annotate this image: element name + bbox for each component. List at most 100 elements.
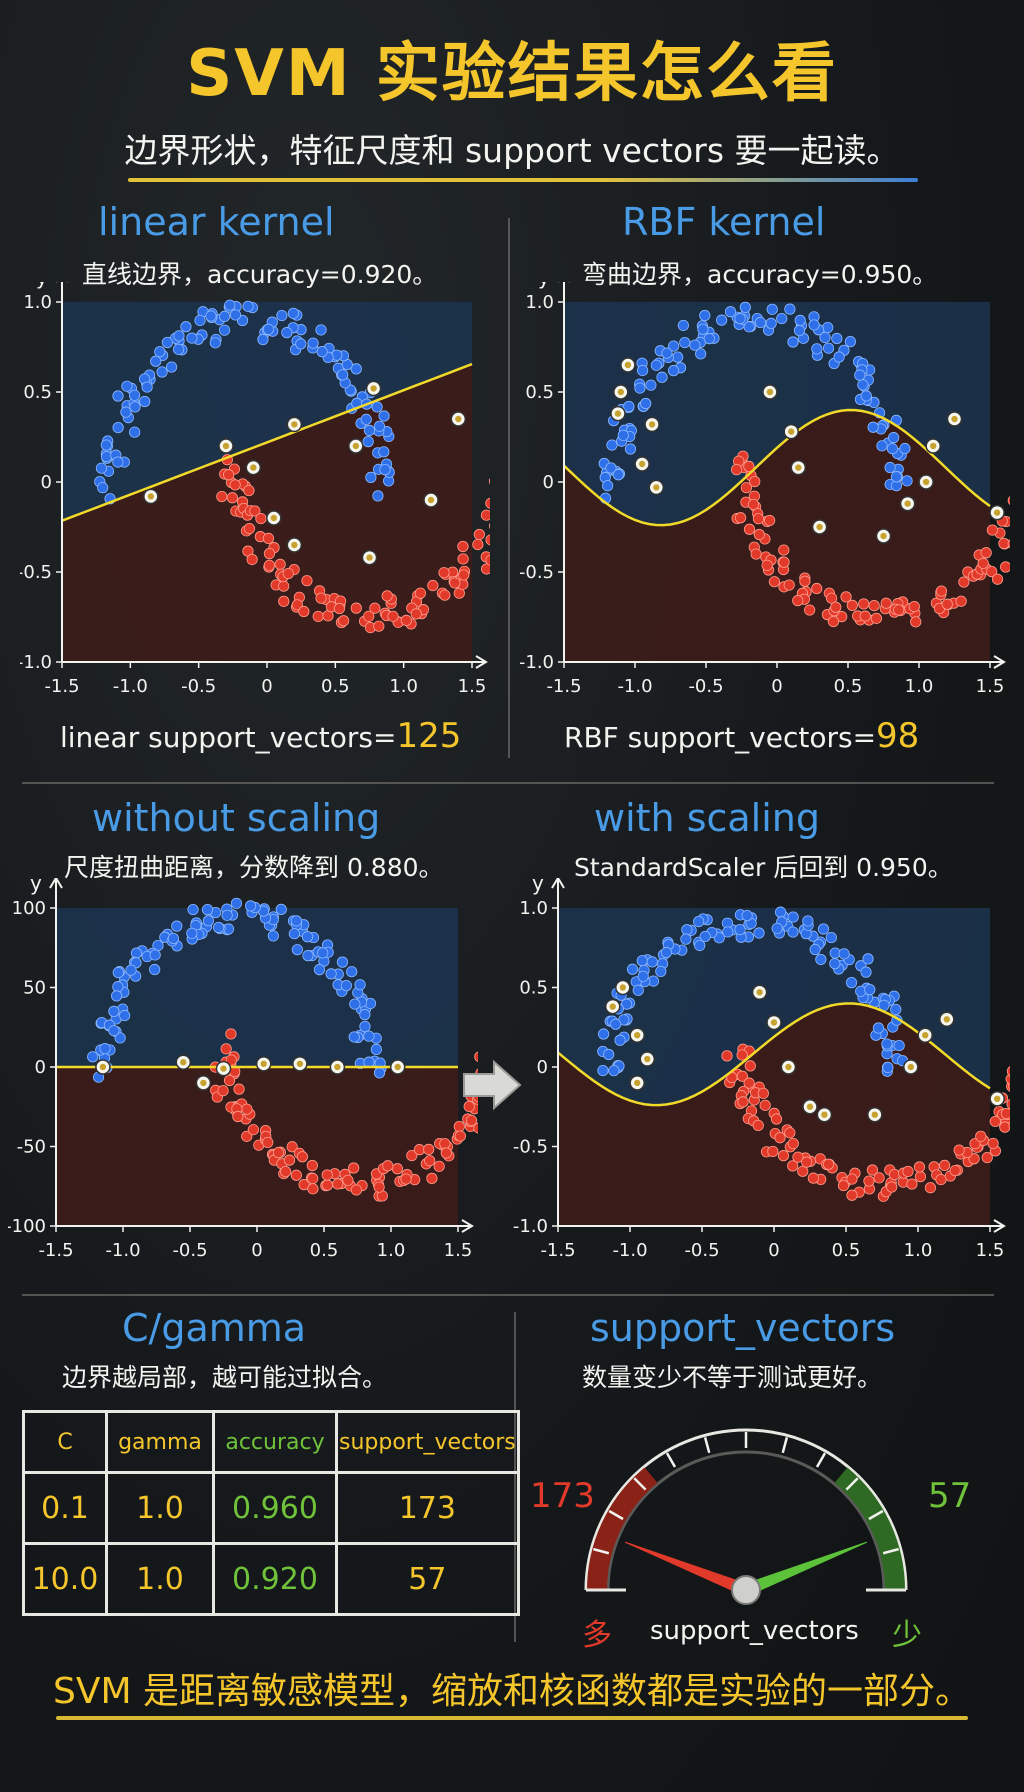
red-point (827, 615, 840, 628)
decision-boundary (61, 362, 473, 522)
red-point (767, 1145, 779, 1158)
blue-point (362, 436, 374, 448)
red-point (1007, 539, 1010, 549)
support-vector-core (930, 442, 937, 450)
blue-point (660, 946, 673, 959)
red-point (799, 575, 811, 587)
blue-point (257, 333, 269, 346)
support-vector-core (296, 1060, 304, 1068)
support-vector-core (816, 523, 823, 531)
blue-point (161, 336, 173, 349)
support-vector-core (788, 428, 795, 435)
red-point (761, 559, 773, 571)
red-point (255, 512, 267, 525)
blue-point (741, 909, 753, 922)
page-title: SVM 实验结果怎么看 (186, 37, 838, 111)
red-point (807, 1172, 819, 1184)
cgamma-heading: C/gamma (122, 1306, 307, 1350)
red-point (830, 601, 842, 613)
blue-point (632, 984, 644, 996)
blue-point (346, 966, 358, 978)
blue-point (605, 462, 617, 474)
blue-point (734, 923, 746, 936)
red-point (439, 1138, 451, 1150)
blue-point (864, 984, 876, 996)
blue-point (317, 947, 329, 959)
red-point (924, 1182, 937, 1194)
red-point (913, 1161, 926, 1173)
blue-point (99, 1043, 111, 1055)
blue-point (614, 1034, 626, 1046)
y-tick-label: 0.5 (23, 382, 52, 403)
blue-point (794, 314, 806, 326)
blue-point (699, 930, 711, 943)
red-point (975, 1130, 987, 1142)
rbf-caption: 弯曲边界，accuracy=0.950。 (582, 260, 938, 289)
blue-point (646, 956, 658, 968)
red-point (363, 610, 375, 622)
support-vector-core (609, 1003, 616, 1010)
red-point (350, 602, 362, 614)
blue-point (634, 382, 646, 394)
gauge-inner-arc (606, 1450, 886, 1591)
gauge-tick (633, 1477, 647, 1491)
blue-point (359, 1020, 371, 1033)
x-tick-label: 0 (768, 1240, 779, 1261)
y-tick-label: -100 (8, 1216, 46, 1237)
blue-point (373, 1067, 386, 1079)
support-vector-core (766, 388, 774, 396)
gauge-right-word: 少 (892, 1618, 922, 1653)
red-point (406, 1149, 418, 1162)
red-point (485, 554, 490, 566)
x-arrow-icon (993, 655, 1006, 669)
red-point (935, 585, 948, 597)
blue-point (95, 462, 108, 474)
red-point (485, 497, 490, 509)
red-point (272, 1147, 285, 1159)
blue-point (173, 330, 185, 342)
chart-rbf: xy-1.5-1.0-0.500.51.01.51.00.50-0.5-1.0 (520, 282, 1010, 702)
red-point (381, 590, 393, 602)
blue-point (610, 1018, 622, 1030)
scaled-caption: StandardScaler 后回到 0.950。 (574, 853, 953, 882)
red-point (1000, 561, 1010, 573)
support-vector-core (334, 1063, 341, 1071)
x-arrow-icon (475, 655, 488, 669)
red-point (955, 595, 967, 607)
red-point (225, 1054, 237, 1066)
blue-point (302, 950, 314, 962)
red-point (400, 614, 412, 626)
red-point (880, 597, 892, 609)
red-point (822, 1158, 835, 1170)
support-vector-core (785, 1063, 792, 1071)
red-point (223, 1074, 236, 1087)
blue-point (201, 904, 214, 916)
red-point (778, 556, 790, 568)
red-point (836, 611, 848, 623)
blue-point (901, 475, 913, 487)
chart-scaled: xy-1.5-1.0-0.500.51.01.51.00.50-0.5-1.0 (510, 878, 1010, 1268)
red-point (910, 616, 922, 628)
blue-point (112, 456, 124, 468)
linear-heading: linear kernel (98, 200, 335, 244)
x-tick-label: 1.0 (904, 1240, 933, 1261)
support-vector-core (291, 541, 298, 549)
blue-point (815, 953, 827, 966)
support-vector-core (648, 421, 656, 428)
cell-gamma: 1.0 (105, 1471, 215, 1545)
blue-point (205, 310, 217, 322)
blue-point (336, 956, 349, 968)
red-point (296, 1151, 309, 1163)
x-tick-label: -0.5 (172, 1240, 207, 1261)
blue-point (838, 948, 850, 960)
blue-point (120, 406, 132, 418)
blue-point (819, 331, 831, 344)
red-point (774, 1132, 786, 1144)
x-tick-label: -1.0 (612, 1240, 647, 1261)
red-point (752, 1119, 764, 1132)
red-point (736, 1049, 748, 1061)
red-point (1007, 496, 1010, 506)
blue-point (218, 310, 231, 323)
red-point (291, 599, 303, 611)
